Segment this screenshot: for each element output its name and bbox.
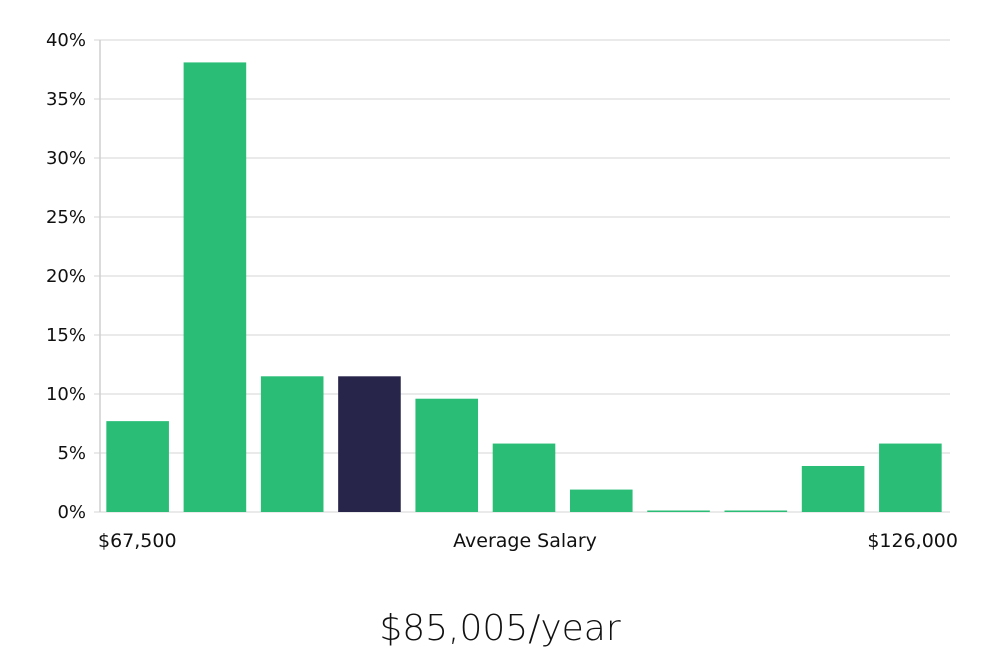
bars [106,62,942,513]
y-tick-label: 15% [46,325,86,346]
y-tick-label: 10% [46,384,86,405]
bar [183,62,247,513]
bar [106,421,169,512]
bar [492,443,556,512]
x-min-label: $67,500 [98,530,177,552]
y-tick-label: 5% [57,443,86,464]
y-tick-label: 35% [46,89,86,110]
y-tick-label: 25% [46,207,86,228]
y-tick-label: 0% [57,502,86,523]
average-salary-value: $85,005/year [379,608,621,649]
bar [801,465,865,512]
y-axis-ticks: 0% 5% 10% 15% 20% 25% 30% 35% 40% [46,30,86,523]
salary-histogram-chart: 0% 5% 10% 15% 20% 25% 30% 35% 40% $67,500 Averag… [46,30,958,552]
x-axis-title: Average Salary [453,530,597,552]
bar [569,489,633,512]
y-tick-label: 40% [46,30,86,51]
bar [415,398,479,512]
y-tick-label: 20% [46,266,86,287]
y-tick-label: 30% [46,148,86,169]
bar [879,443,942,512]
bar [724,510,788,512]
bar [647,510,710,512]
bar [260,376,324,512]
x-max-label: $126,000 [867,530,958,552]
bar-highlighted [338,376,401,512]
